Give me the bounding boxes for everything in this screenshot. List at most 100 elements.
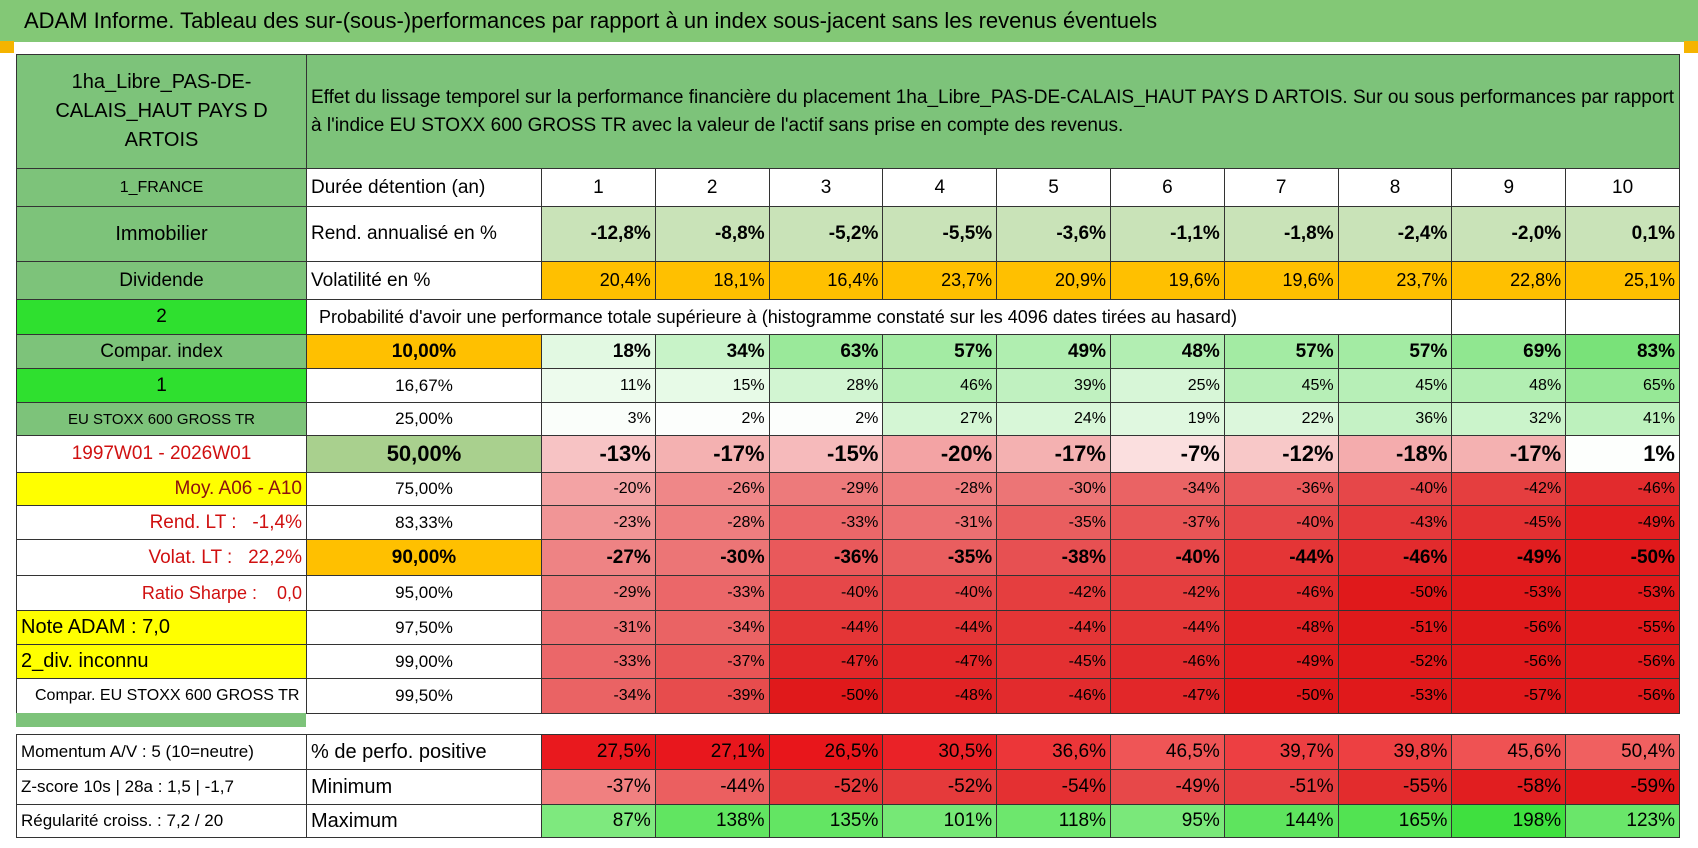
probability-value: -40%	[882, 575, 998, 611]
probability-value: -42%	[1451, 472, 1567, 506]
probability-value: -7%	[1110, 435, 1225, 473]
bottom-value: -58%	[1451, 769, 1567, 805]
threshold: 95,00%	[306, 575, 542, 611]
probability-value: -51%	[1337, 610, 1453, 645]
summary-value: 23,7%	[1337, 261, 1453, 300]
side-label: 1_FRANCE	[16, 168, 307, 207]
section-title: Probabilité d'avoir une performance tota…	[306, 299, 1453, 335]
asset-name: 1ha_Libre_PAS-DE-CALAIS_HAUT PAYS D ARTO…	[16, 54, 307, 169]
probability-value: 45%	[1337, 368, 1453, 403]
probability-value: 19%	[1110, 402, 1225, 436]
probability-value: -56%	[1451, 610, 1567, 645]
description: Effet du lissage temporel sur la perform…	[306, 54, 1680, 169]
summary-value: 19,6%	[1223, 261, 1339, 300]
probability-value: -50%	[768, 678, 884, 714]
side-label: 2_div. inconnu	[16, 644, 307, 679]
probability-value: -36%	[1223, 472, 1339, 506]
probability-value: -33%	[768, 505, 884, 540]
side-label: Immobilier	[16, 206, 307, 262]
threshold: 75,00%	[306, 472, 542, 506]
summary-value: -2,0%	[1451, 206, 1567, 262]
year-header: 10	[1565, 168, 1680, 207]
probability-value: -49%	[1451, 539, 1567, 576]
probability-value: -40%	[768, 575, 884, 611]
year-header: 6	[1110, 168, 1225, 207]
summary-value: -3,6%	[996, 206, 1111, 262]
bottom-value: -51%	[1223, 769, 1339, 805]
row-label: Rend. annualisé en %	[306, 206, 542, 262]
bottom-value: -52%	[882, 769, 998, 805]
probability-value: -50%	[1337, 575, 1453, 611]
probability-value: -40%	[1223, 505, 1339, 540]
probability-value: 65%	[1565, 368, 1680, 403]
bottom-value: 46,5%	[1110, 734, 1225, 770]
bottom-value: 27,1%	[654, 734, 770, 770]
probability-value: -17%	[996, 435, 1111, 473]
summary-value: 20,4%	[541, 261, 656, 300]
summary-value: 25,1%	[1565, 261, 1680, 300]
threshold: 99,50%	[306, 678, 542, 714]
probability-value: -39%	[654, 678, 770, 714]
threshold: 99,00%	[306, 644, 542, 679]
side-label: Note ADAM : 7,0	[16, 610, 307, 645]
year-header: 3	[768, 168, 884, 207]
bottom-value: 165%	[1337, 804, 1453, 838]
corner-marker	[0, 41, 14, 53]
probability-value: -44%	[882, 610, 998, 645]
side-label: Régularité croiss. : 7,2 / 20	[16, 804, 307, 838]
bottom-value: 135%	[768, 804, 884, 838]
probability-value: -28%	[654, 505, 770, 540]
probability-value: -33%	[654, 575, 770, 611]
probability-value: 57%	[1223, 334, 1339, 369]
probability-value: -44%	[1110, 610, 1225, 645]
year-header: 8	[1337, 168, 1453, 207]
bottom-value: 36,6%	[996, 734, 1111, 770]
bottom-value: 95%	[1110, 804, 1225, 838]
side-label: EU STOXX 600 GROSS TR	[16, 402, 307, 436]
probability-value: -46%	[1337, 539, 1453, 576]
probability-value: -29%	[541, 575, 656, 611]
probability-value: -34%	[1110, 472, 1225, 506]
probability-value: -30%	[654, 539, 770, 576]
bottom-value: 26,5%	[768, 734, 884, 770]
summary-value: -5,2%	[768, 206, 884, 262]
empty-cell	[1565, 299, 1680, 335]
bottom-value: 27,5%	[541, 734, 656, 770]
probability-value: 46%	[882, 368, 998, 403]
bottom-value: 30,5%	[882, 734, 998, 770]
threshold: 25,00%	[306, 402, 542, 436]
probability-value: -44%	[996, 610, 1111, 645]
probability-value: 2%	[654, 402, 770, 436]
probability-value: 22%	[1223, 402, 1339, 436]
probability-value: 27%	[882, 402, 998, 436]
probability-value: -17%	[1451, 435, 1567, 473]
probability-value: -44%	[1223, 539, 1339, 576]
probability-value: -55%	[1565, 610, 1680, 645]
probability-value: -17%	[654, 435, 770, 473]
probability-value: -33%	[541, 644, 656, 679]
probability-value: -46%	[1110, 644, 1225, 679]
probability-value: -56%	[1451, 644, 1567, 679]
probability-value: -15%	[768, 435, 884, 473]
bottom-value: -59%	[1565, 769, 1680, 805]
bottom-value: 138%	[654, 804, 770, 838]
row-label: Maximum	[306, 804, 542, 838]
probability-value: 69%	[1451, 334, 1567, 369]
probability-value: 49%	[996, 334, 1111, 369]
probability-value: -37%	[654, 644, 770, 679]
bottom-value: -44%	[654, 769, 770, 805]
probability-value: 39%	[996, 368, 1111, 403]
probability-value: -50%	[1565, 539, 1680, 576]
empty-cell	[1451, 299, 1567, 335]
threshold: 50,00%	[306, 435, 542, 473]
bottom-value: -52%	[768, 769, 884, 805]
side-label: 1	[16, 368, 307, 403]
probability-value: -50%	[1223, 678, 1339, 714]
summary-value: -5,5%	[882, 206, 998, 262]
probability-value: -53%	[1565, 575, 1680, 611]
probability-value: -27%	[541, 539, 656, 576]
spacer-band	[16, 713, 306, 727]
side-label: Dividende	[16, 261, 307, 300]
side-label: 1997W01 - 2026W01	[16, 435, 307, 473]
probability-value: -56%	[1565, 678, 1680, 714]
